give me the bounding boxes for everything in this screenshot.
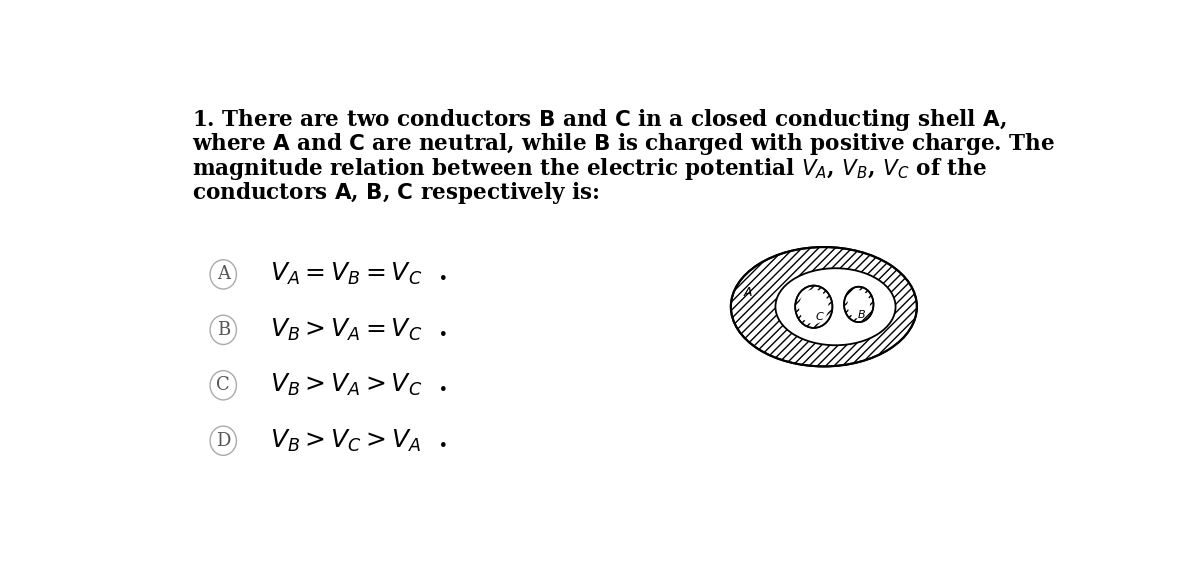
Text: $A$: $A$	[743, 286, 753, 299]
Text: C: C	[217, 376, 230, 394]
Text: $B$: $B$	[857, 308, 867, 320]
Ellipse shape	[800, 289, 828, 324]
Ellipse shape	[847, 290, 870, 319]
Text: A: A	[217, 265, 230, 284]
Text: where $\mathbf{A}$ and $\mathbf{C}$ are neutral, while $\mathbf{B}$ is charged w: where $\mathbf{A}$ and $\mathbf{C}$ are …	[193, 131, 1056, 157]
Text: magnitude relation between the electric potential $\mathit{V_A}$, $\mathit{V_B}$: magnitude relation between the electric …	[193, 156, 988, 182]
Text: D: D	[217, 431, 231, 450]
Text: $V_B > V_C > V_A$  .: $V_B > V_C > V_A$ .	[269, 428, 446, 454]
Ellipse shape	[776, 268, 895, 345]
Ellipse shape	[844, 287, 874, 322]
Ellipse shape	[795, 286, 832, 328]
Text: $V_A = V_B = V_C$  .: $V_A = V_B = V_C$ .	[269, 261, 446, 287]
Text: B: B	[217, 321, 230, 339]
Text: $C$: $C$	[815, 310, 825, 322]
Text: $V_B > V_A = V_C$  .: $V_B > V_A = V_C$ .	[269, 317, 446, 343]
Ellipse shape	[731, 247, 917, 366]
Text: 1. There are two conductors $\mathbf{B}$ and $\mathbf{C}$ in a closed conducting: 1. There are two conductors $\mathbf{B}$…	[193, 107, 1007, 133]
Text: conductors $\mathbf{A}$, $\mathbf{B}$, $\mathbf{C}$ respectively is:: conductors $\mathbf{A}$, $\mathbf{B}$, $…	[193, 180, 600, 206]
Text: $V_B > V_A > V_C$  .: $V_B > V_A > V_C$ .	[269, 372, 446, 399]
